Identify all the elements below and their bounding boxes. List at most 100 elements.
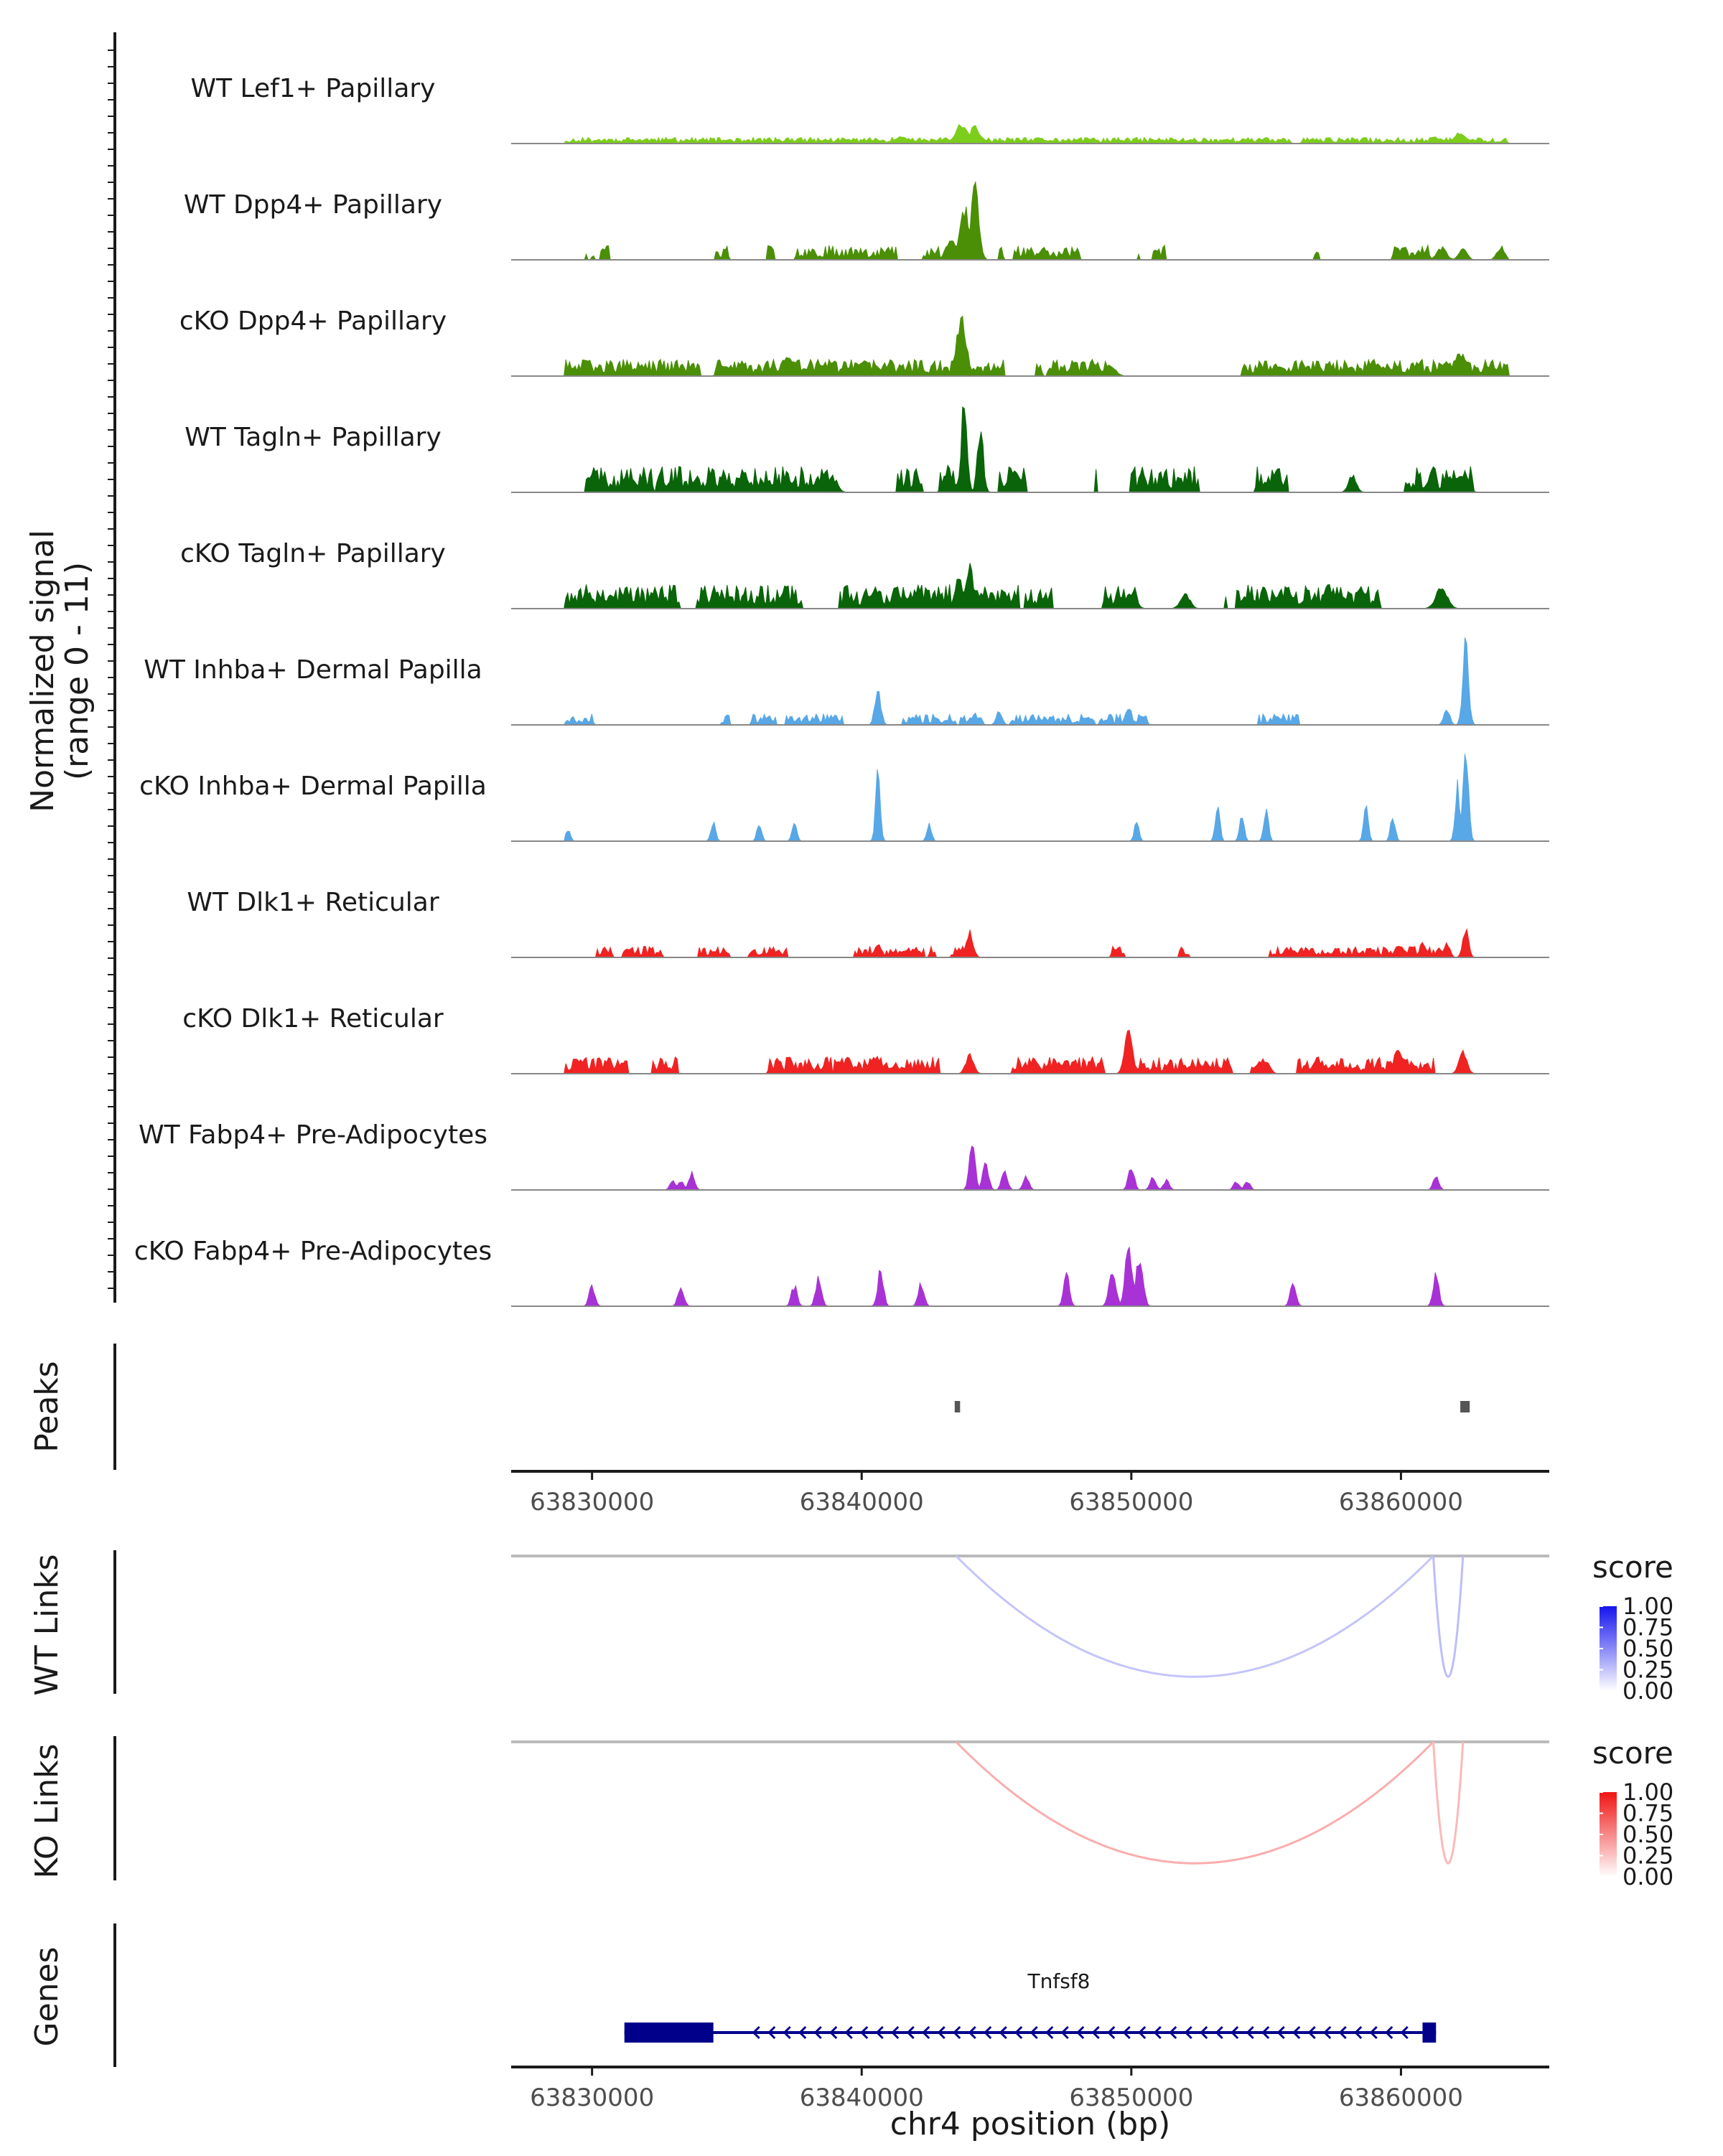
- coverage-track: WT Dpp4+ Papillary: [184, 180, 1549, 261]
- gene-name: Tnfsf8: [1027, 1969, 1091, 1993]
- wt-links-arc: [1432, 1555, 1465, 1678]
- gene-strand-arrow: [798, 2025, 807, 2040]
- coverage-area: [512, 1029, 1549, 1074]
- gene-strand-arrow: [1138, 2025, 1147, 2040]
- wt-links-legend-tick-label: 0.00: [1622, 1677, 1673, 1705]
- ko-links-label: KO Links: [29, 1743, 65, 1878]
- bottom-position-tick-label: 63830000: [530, 2084, 654, 2112]
- coverage-area: [512, 1145, 1549, 1191]
- wt-links-legend-tick-label: 0.75: [1622, 1614, 1673, 1641]
- gene-strand-arrow: [829, 2025, 838, 2040]
- gene-strand-arrow: [1276, 2025, 1285, 2040]
- gene-strand-arrow: [1369, 2025, 1378, 2040]
- coverage-area: [512, 637, 1549, 726]
- coverage-area: [512, 180, 1549, 261]
- wt-links-arc: [955, 1555, 1434, 1678]
- gene-strand-arrow: [1014, 2025, 1023, 2040]
- gene-strand-arrow: [1292, 2025, 1301, 2040]
- gene-strand-arrow: [1246, 2025, 1254, 2040]
- ko-links-legend-tick-label: 0.75: [1622, 1800, 1673, 1827]
- bottom-position-tick-label: 63860000: [1339, 2084, 1463, 2112]
- gene-strand-arrow: [1307, 2025, 1316, 2040]
- coverage-area: [512, 1247, 1549, 1307]
- ko-links-legend-tick-label: 1.00: [1622, 1778, 1673, 1806]
- ko-links-panel: KO Links score 1.000.750.500.250.00: [29, 1735, 1673, 1890]
- track-label: WT Tagln+ Papillary: [185, 423, 442, 452]
- gene-strand-arrow: [1385, 2025, 1393, 2040]
- wt-links-legend-tick-label: 0.25: [1622, 1656, 1673, 1684]
- gene-strand-arrow: [1060, 2025, 1069, 2040]
- gene-strand-arrow: [984, 2025, 992, 2040]
- position-tick-label: 63850000: [1069, 1488, 1193, 1517]
- coverage-track: cKO Dpp4+ Papillary: [179, 306, 1549, 377]
- bottom-position-tick-label: 63840000: [800, 2084, 924, 2112]
- signal-ylabel: Normalized signal: [24, 530, 61, 812]
- ko-links-legend-tick-label: 0.25: [1622, 1842, 1673, 1870]
- gene-model: Tnfsf8: [624, 1969, 1437, 2043]
- x-axis-title: chr4 position (bp): [890, 2106, 1171, 2142]
- coverage-track: cKO Inhba+ Dermal Papilla: [139, 754, 1549, 842]
- signal-ylabel-range: (range 0 - 11): [59, 562, 95, 780]
- gene-strand-arrow: [891, 2025, 900, 2040]
- gene-exon: [1422, 2023, 1437, 2043]
- gene-strand-arrow: [813, 2025, 822, 2040]
- gene-strand-arrow: [968, 2025, 976, 2040]
- coverage-area: [512, 563, 1549, 609]
- ko-links-arc: [1432, 1741, 1465, 1865]
- gene-strand-arrow: [1076, 2025, 1085, 2040]
- ko-links-legend-tick-label: 0.00: [1622, 1863, 1673, 1890]
- ko-links-legend-tick-label: 0.50: [1622, 1821, 1673, 1848]
- gene-strand-arrow: [1354, 2025, 1363, 2040]
- gene-strand-arrow: [922, 2025, 930, 2040]
- track-label: cKO Fabp4+ Pre-Adipocytes: [134, 1237, 492, 1266]
- genes-label: Genes: [29, 1946, 65, 2046]
- gene-strand-arrow: [1029, 2025, 1038, 2040]
- gene-strand-arrow: [999, 2025, 1007, 2040]
- gene-strand-arrow: [906, 2025, 915, 2040]
- coverage-track: cKO Dlk1+ Reticular: [182, 1004, 1549, 1074]
- gene-strand-arrow: [1261, 2025, 1270, 2040]
- gene-strand-arrow: [1153, 2025, 1162, 2040]
- track-label: WT Dlk1+ Reticular: [187, 888, 439, 917]
- coverage-area: [512, 123, 1549, 144]
- gene-strand-arrow: [1091, 2025, 1100, 2040]
- coverage-track: WT Tagln+ Papillary: [185, 406, 1549, 493]
- peak-mark: [954, 1401, 961, 1412]
- coverage-area: [512, 927, 1549, 958]
- gene-exon: [624, 2023, 714, 2043]
- track-label: cKO Tagln+ Papillary: [180, 539, 446, 568]
- track-label: WT Inhba+ Dermal Papilla: [144, 655, 482, 685]
- track-label: WT Fabp4+ Pre-Adipocytes: [139, 1120, 487, 1150]
- track-label: cKO Dlk1+ Reticular: [182, 1004, 444, 1034]
- track-label: WT Dpp4+ Papillary: [184, 190, 442, 220]
- wt-links-legend-tick-label: 1.00: [1622, 1593, 1673, 1620]
- gene-strand-arrow: [1122, 2025, 1131, 2040]
- gene-strand-arrow: [752, 2025, 760, 2040]
- gene-strand-arrow: [1231, 2025, 1239, 2040]
- wt-links-legend-title: score: [1592, 1550, 1673, 1585]
- gene-strand-arrow: [875, 2025, 884, 2040]
- bottom-position-tick-label: 63850000: [1069, 2084, 1193, 2112]
- position-tick-label: 63860000: [1339, 1488, 1463, 1517]
- coverage-track: WT Inhba+ Dermal Papilla: [144, 637, 1549, 726]
- coverage-track: WT Lef1+ Papillary: [191, 74, 1549, 144]
- track-label: cKO Inhba+ Dermal Papilla: [139, 772, 487, 801]
- wt-links-panel: WT Links score 1.000.750.500.250.00: [29, 1550, 1673, 1705]
- gene-strand-arrow: [1169, 2025, 1177, 2040]
- coverage-track: cKO Fabp4+ Pre-Adipocytes: [134, 1237, 1549, 1307]
- gene-strand-arrow: [783, 2025, 791, 2040]
- wt-links-label: WT Links: [29, 1554, 65, 1695]
- coverage-area: [512, 406, 1549, 493]
- gene-strand-arrow: [1338, 2025, 1347, 2040]
- coverage-track: WT Dlk1+ Reticular: [187, 888, 1549, 958]
- gene-strand-arrow: [844, 2025, 853, 2040]
- track-label: WT Lef1+ Papillary: [191, 74, 436, 103]
- gene-strand-arrow: [1045, 2025, 1054, 2040]
- gene-strand-arrow: [1200, 2025, 1208, 2040]
- coverage-track: WT Fabp4+ Pre-Adipocytes: [139, 1120, 1549, 1191]
- genes-panel: Genes Tnfsf8: [29, 1923, 1437, 2067]
- track-label: cKO Dpp4+ Papillary: [179, 306, 447, 336]
- coverage-track: cKO Tagln+ Papillary: [180, 539, 1549, 609]
- gene-strand-arrow: [937, 2025, 945, 2040]
